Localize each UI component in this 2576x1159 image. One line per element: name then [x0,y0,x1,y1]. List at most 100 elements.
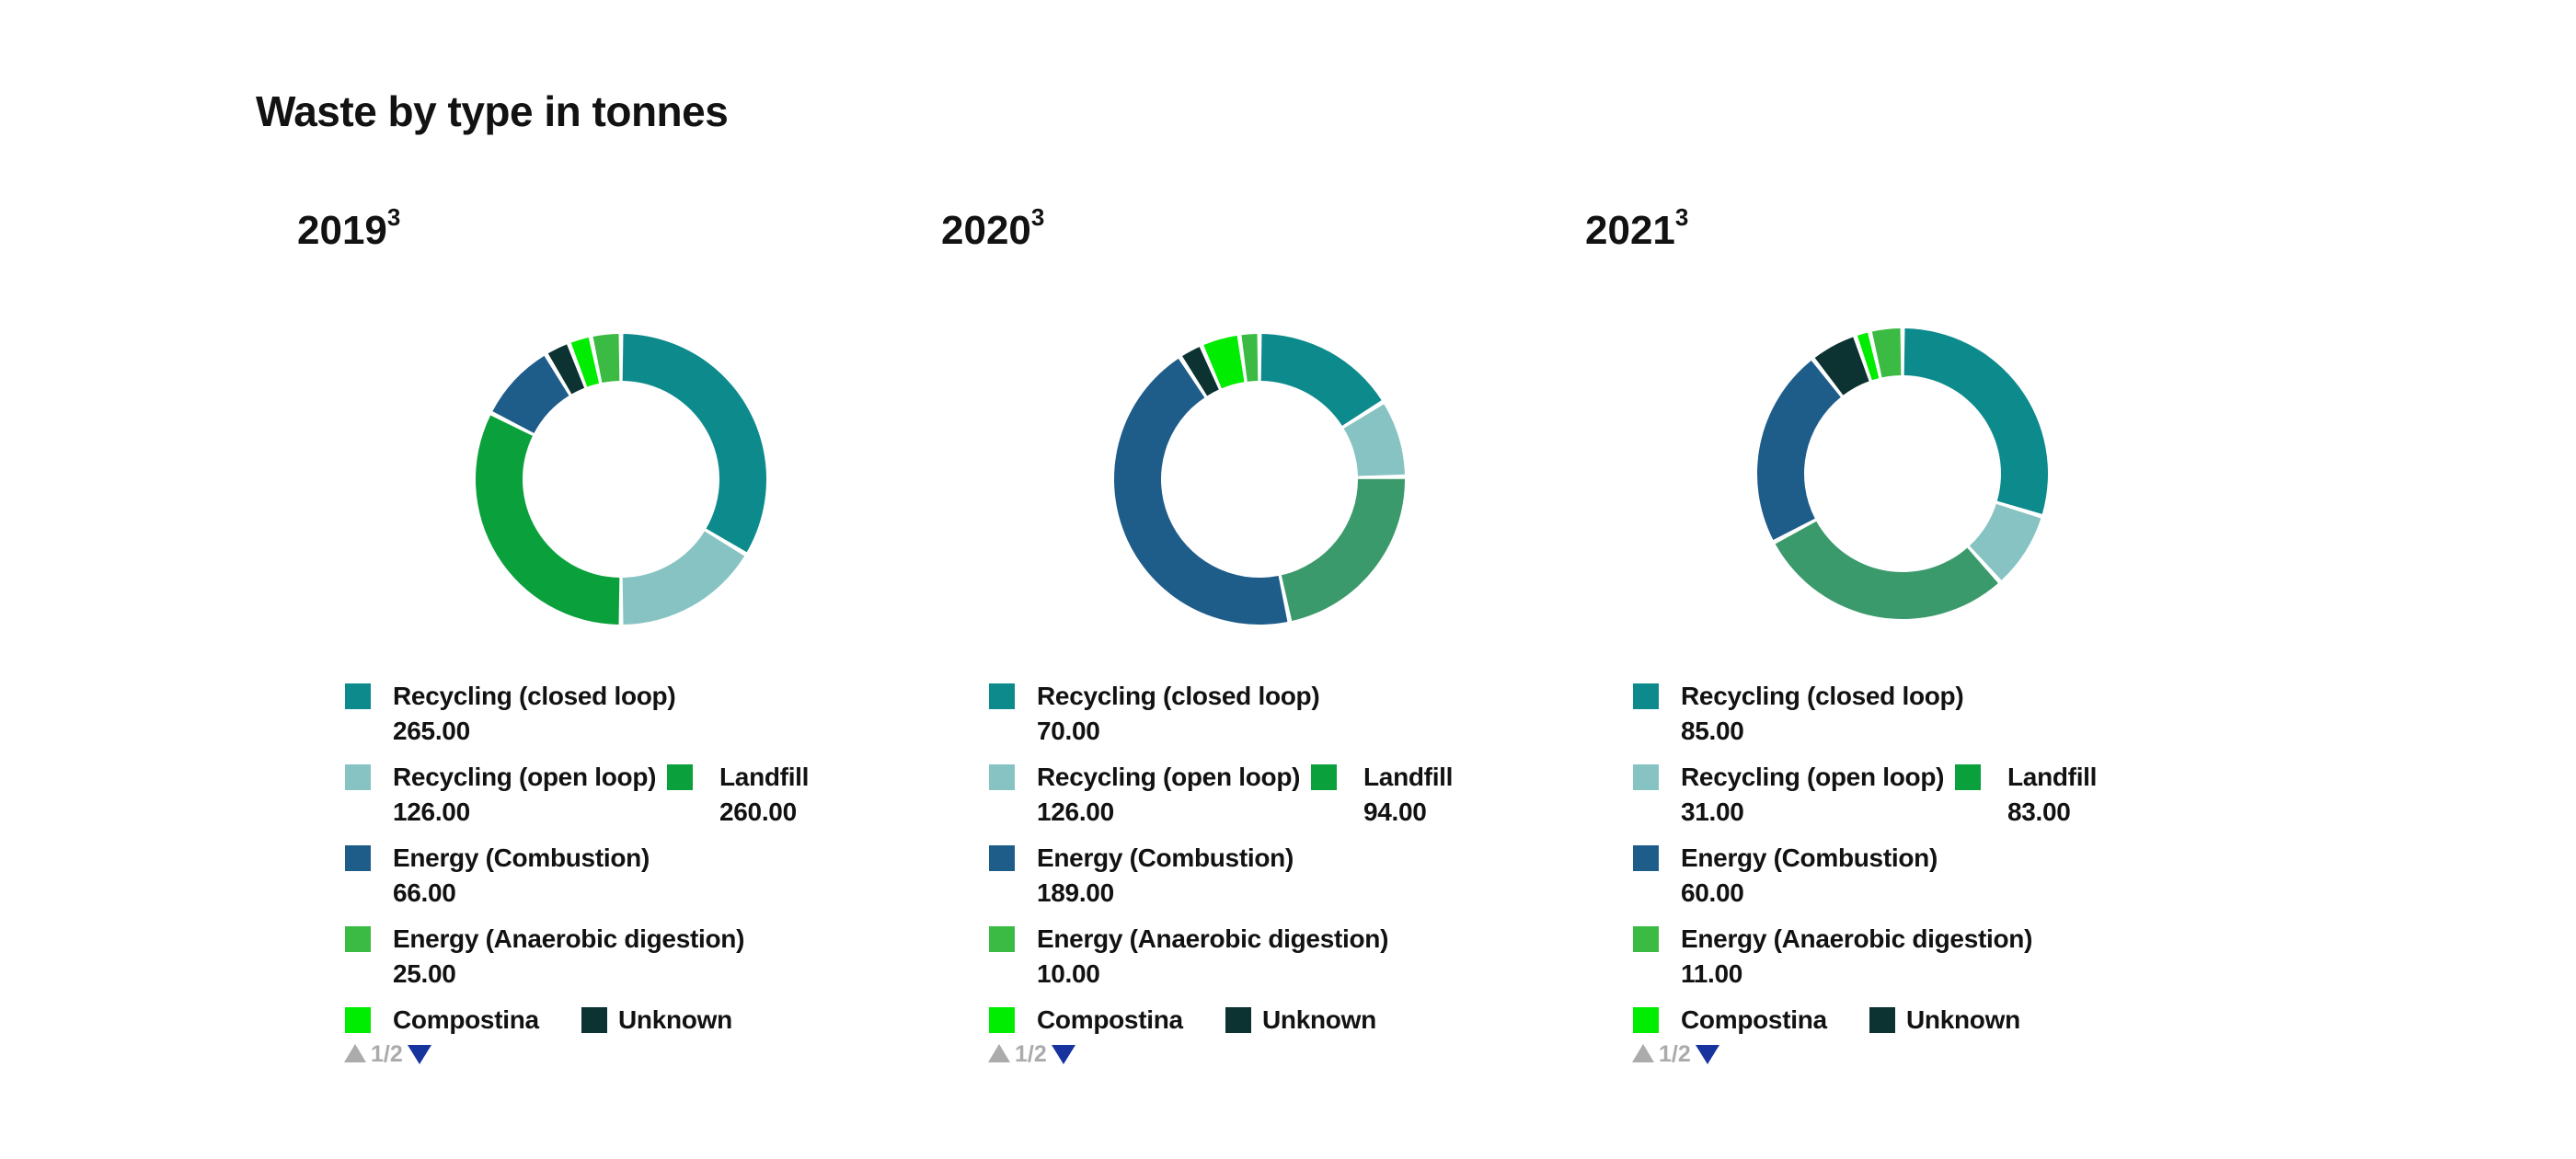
legend-page-down-button[interactable] [407,1045,431,1064]
year-text: 2021 [1585,208,1675,253]
slice-energy-anaerobic-digestion [1871,328,1902,378]
legend-swatch-energy-combustion [989,845,1015,871]
slice-compostina [570,337,600,387]
legend-value-energy-anaerobic-digestion: 10.00 [1037,959,1100,988]
slice-recycling-closed-loop [1260,334,1382,426]
legend-label-energy-anaerobic-digestion: Energy (Anaerobic digestion) [1037,924,1389,953]
legend-label-energy-combustion: Energy (Combustion) [1681,843,1938,872]
legend-label-compostina: Compostina [1681,1005,1827,1034]
slice-energy-combustion [1757,361,1841,540]
legend-swatch-landfill [667,764,693,790]
legend-label-recycling-open-loop: Recycling (open loop) [1681,763,1945,791]
legend-swatch-recycling-open-loop [989,764,1015,790]
slice-unknown [547,344,585,395]
legend-swatch-unknown [1225,1007,1251,1033]
slice-recycling-open-loop [1969,503,2041,580]
legend-value-energy-combustion: 66.00 [393,878,456,907]
legend-label-recycling-closed-loop: Recycling (closed loop) [1037,682,1320,710]
year-footnote-superscript: 3 [386,203,401,231]
donut-chart-2019 [475,334,766,625]
slice-energy-combustion [492,355,569,433]
legend-page-down-button[interactable] [1051,1045,1075,1064]
legend-swatch-energy-anaerobic-digestion [345,926,371,952]
legend-page-up-button[interactable] [1632,1044,1654,1062]
slice-recycling-open-loop [1343,404,1405,476]
legend-value-recycling-closed-loop: 85.00 [1681,717,1744,745]
slice-landfill [1775,521,1998,619]
legend-label-recycling-open-loop: Recycling (open loop) [1037,763,1301,791]
slice-energy-combustion [1114,358,1288,625]
legend-value-energy-anaerobic-digestion: 25.00 [393,959,456,988]
year-label-2021: 20213 [1585,205,1688,254]
legend-swatch-energy-combustion [1633,845,1659,871]
legend-label-compostina: Compostina [393,1005,539,1034]
year-text: 2019 [297,208,387,253]
legend-value-landfill: 260.00 [719,798,797,826]
legend-swatch-unknown [1869,1007,1895,1033]
legend-swatch-unknown [581,1007,607,1033]
legend-label-landfill: Landfill [2007,763,2098,791]
legend-swatch-energy-combustion [345,845,371,871]
legend-value-recycling-closed-loop: 70.00 [1037,717,1100,745]
slice-unknown [1814,337,1869,396]
legend-swatch-compostina [345,1007,371,1033]
page-title: Waste by type in tonnes [256,87,729,135]
year-text: 2020 [941,208,1031,253]
legend-label-energy-anaerobic-digestion: Energy (Anaerobic digestion) [393,924,745,953]
slice-compostina [1203,335,1245,389]
legend-label-recycling-closed-loop: Recycling (closed loop) [1681,682,1964,710]
legend-pagination: 1/2 [1632,1042,1719,1066]
legend-label-recycling-closed-loop: Recycling (closed loop) [393,682,676,710]
legend-page-indicator: 1/2 [1659,1041,1691,1067]
legend-pagination: 1/2 [344,1042,431,1066]
year-label-2020: 20203 [941,205,1044,254]
legend-swatch-compostina [989,1007,1015,1033]
legend-label-unknown: Unknown [1262,1005,1376,1034]
legend-label-energy-combustion: Energy (Combustion) [1037,843,1294,872]
legend-swatch-compostina [1633,1007,1659,1033]
legend-value-landfill: 94.00 [1363,798,1427,826]
legend-label-unknown: Unknown [618,1005,732,1034]
legend-value-recycling-open-loop: 31.00 [1681,798,1744,826]
year-footnote-superscript: 3 [1674,203,1689,231]
legend-label-unknown: Unknown [1906,1005,2020,1034]
legend-value-energy-combustion: 60.00 [1681,878,1744,907]
slice-energy-anaerobic-digestion [592,334,620,383]
legend-swatch-recycling-open-loop [345,764,371,790]
legend-label-landfill: Landfill [1363,763,1454,791]
legend-page-indicator: 1/2 [371,1041,403,1067]
donut-chart-2021 [1757,328,2048,619]
legend-swatch-recycling-closed-loop [989,683,1015,709]
legend-swatch-energy-anaerobic-digestion [989,926,1015,952]
legend-value-energy-combustion: 189.00 [1037,878,1114,907]
legend-value-energy-anaerobic-digestion: 11.00 [1681,959,1743,988]
donut-chart-2020 [1114,334,1406,625]
legend-value-landfill: 83.00 [2007,798,2071,826]
slice-landfill [1281,478,1406,622]
legend-swatch-recycling-closed-loop [1633,683,1659,709]
legend-swatch-landfill [1955,764,1981,790]
legend-value-recycling-open-loop: 126.00 [1037,798,1114,826]
legend-page-down-button[interactable] [1695,1045,1719,1064]
legend-page-up-button[interactable] [988,1044,1010,1062]
legend-swatch-energy-anaerobic-digestion [1633,926,1659,952]
legend-label-energy-anaerobic-digestion: Energy (Anaerobic digestion) [1681,924,2033,953]
legend-label-landfill: Landfill [719,763,810,791]
legend-label-recycling-open-loop: Recycling (open loop) [393,763,657,791]
legend-swatch-recycling-closed-loop [345,683,371,709]
legend-swatch-recycling-open-loop [1633,764,1659,790]
legend-label-compostina: Compostina [1037,1005,1183,1034]
legend-page-up-button[interactable] [344,1044,366,1062]
legend-value-recycling-open-loop: 126.00 [393,798,470,826]
year-footnote-superscript: 3 [1030,203,1045,231]
slice-recycling-closed-loop [622,334,766,553]
slice-compostina [1857,332,1880,381]
slice-landfill [475,415,620,625]
legend-pagination: 1/2 [988,1042,1075,1066]
slice-energy-anaerobic-digestion [1241,334,1259,382]
year-label-2019: 20193 [297,205,400,254]
slice-recycling-open-loop [622,531,745,625]
slice-recycling-closed-loop [1903,328,2048,514]
legend-value-recycling-closed-loop: 265.00 [393,717,470,745]
